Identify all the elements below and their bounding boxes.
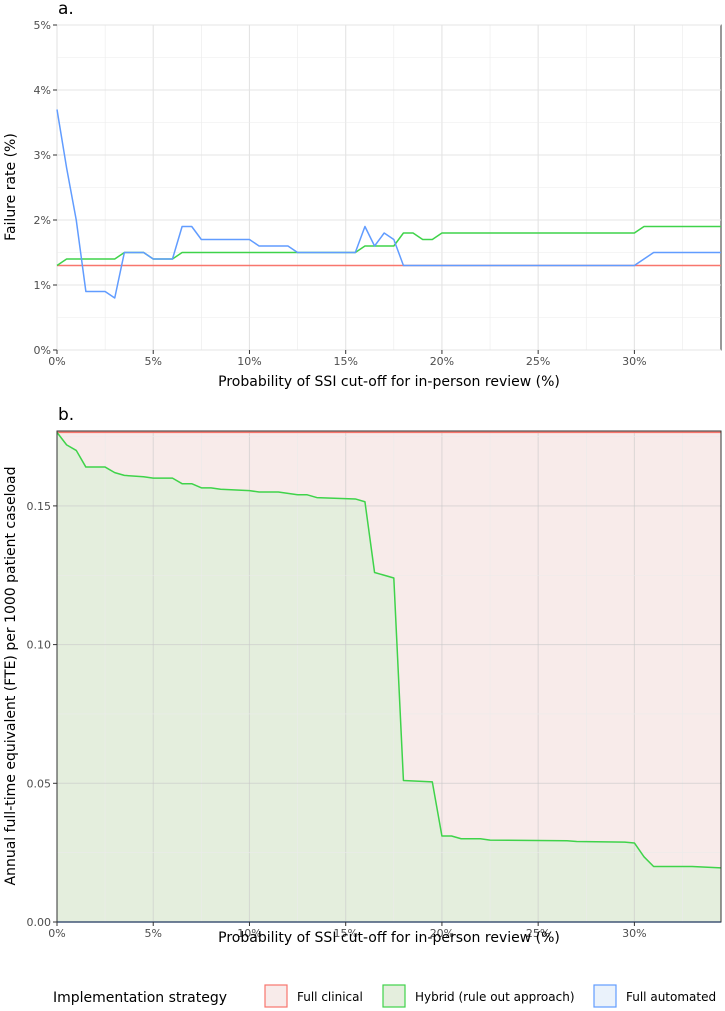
panel-b-x-ticks: 0% 5% 10% 15% 20% 25% 30%	[48, 922, 647, 940]
area-full-clinical	[57, 432, 721, 868]
x-tick-label: 0%	[48, 355, 65, 368]
panel-b-y-axis-title: Annual full-time equivalent (FTE) per 10…	[3, 466, 19, 885]
y-tick-label: 0.15	[27, 500, 52, 513]
panel-a-series	[56, 109, 721, 299]
legend-key-full-automated	[593, 984, 617, 1008]
legend-key-full-clinical	[264, 984, 288, 1008]
x-tick-label: 10%	[237, 355, 261, 368]
panel-a-failure-rate: a. 0% 5% 10% 15% 20% 25% 30% 0% 1% 2% 3% 4% 5% Prob…	[3, 0, 722, 390]
y-tick-label: 0.10	[27, 639, 52, 652]
panel-a-label: a.	[58, 0, 74, 19]
x-tick-label: 10%	[237, 927, 261, 940]
panel-b-grid	[56, 431, 721, 923]
panel-a-y-ticks: 0% 1% 2% 3% 4% 5%	[34, 19, 57, 357]
y-tick-label: 1%	[34, 279, 51, 292]
panel-a-x-ticks: 0% 5% 10% 15% 20% 25% 30%	[48, 350, 647, 368]
y-tick-label: 0.05	[27, 777, 52, 790]
panel-b-x-axis-title: Probability of SSI cut-off for in-person…	[218, 930, 560, 946]
legend-label-hybrid-rule-out-approach: Hybrid (rule out approach)	[415, 990, 575, 1004]
y-tick-label: 5%	[34, 19, 51, 32]
panel-b-areas	[57, 432, 721, 922]
series-line-hybrid-rule-out-approach	[56, 431, 722, 869]
x-tick-label: 0%	[48, 927, 65, 940]
y-tick-label: 2%	[34, 214, 51, 227]
x-tick-label: 15%	[333, 355, 357, 368]
legend-label-full-automated: Full automated	[626, 990, 716, 1004]
legend-key-hybrid-rule-out-approach	[382, 984, 406, 1008]
y-tick-label: 0%	[34, 344, 51, 357]
legend-items: Full clinical Hybrid (rule out approach) F…	[264, 984, 716, 1008]
x-tick-label: 20%	[430, 927, 454, 940]
panel-a-grid	[56, 24, 721, 351]
panel-b-plot-border	[56, 430, 722, 923]
panel-b-label: b.	[58, 405, 74, 425]
series-line-full-automated	[56, 109, 721, 299]
x-tick-label: 5%	[145, 927, 162, 940]
x-tick-label: 20%	[430, 355, 454, 368]
legend-title: Implementation strategy	[53, 990, 227, 1006]
y-tick-label: 4%	[34, 84, 51, 97]
panel-b-fte: b. 0% 5% 10% 15% 20% 25% 30% 0.000.050.100.15 …	[3, 405, 722, 946]
x-tick-label: 15%	[333, 927, 357, 940]
x-tick-label: 30%	[622, 355, 646, 368]
x-tick-label: 25%	[526, 927, 550, 940]
panel-a-y-axis-title: Failure rate (%)	[3, 133, 19, 241]
panel-b-y-ticks: 0.00 0.05 0.10 0.15	[27, 500, 57, 929]
x-tick-label: 5%	[145, 355, 162, 368]
x-tick-label: 25%	[526, 355, 550, 368]
legend: Implementation strategy Full clinical Hyb…	[53, 984, 716, 1008]
panel-a-x-axis-title: Probability of SSI cut-off for in-person…	[218, 374, 560, 390]
legend-label-full-clinical: Full clinical	[297, 990, 363, 1004]
y-tick-label: 3%	[34, 149, 51, 162]
x-tick-label: 30%	[622, 927, 646, 940]
y-tick-label: 0.00	[27, 916, 52, 929]
area-hybrid	[57, 432, 721, 922]
